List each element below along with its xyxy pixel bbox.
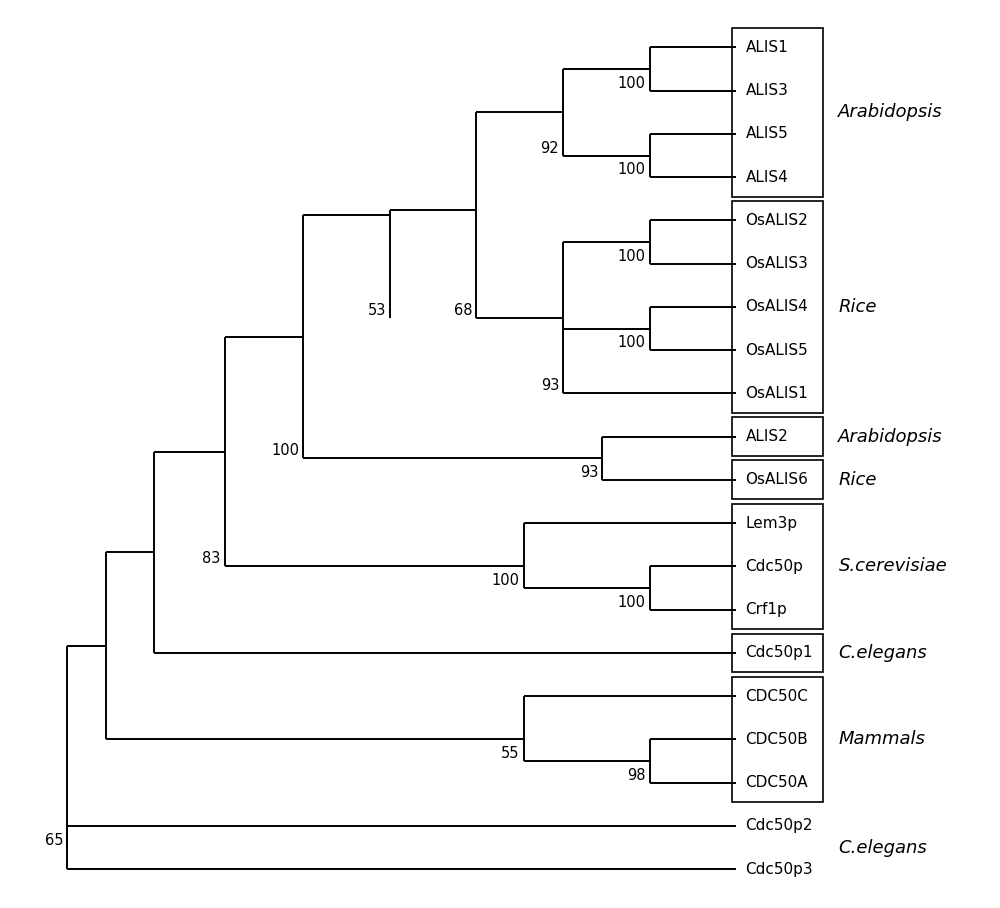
Text: 68: 68 [454, 302, 472, 318]
Text: CDC50A: CDC50A [746, 775, 808, 790]
Text: 100: 100 [492, 573, 520, 588]
Bar [732, 676, 823, 802]
Text: Cdc50p: Cdc50p [746, 559, 803, 574]
Text: 100: 100 [618, 249, 646, 263]
Text: Arabidopsis: Arabidopsis [838, 428, 943, 446]
Text: 100: 100 [618, 75, 646, 91]
Text: CDC50B: CDC50B [746, 732, 808, 747]
Text: Cdc50p2: Cdc50p2 [746, 818, 813, 834]
Text: OsALIS1: OsALIS1 [746, 386, 808, 401]
Text: 93: 93 [580, 465, 598, 480]
Text: 100: 100 [618, 335, 646, 350]
Bar [732, 634, 823, 673]
Text: Rice: Rice [838, 298, 877, 316]
Text: ALIS3: ALIS3 [746, 84, 788, 98]
Text: 100: 100 [271, 443, 299, 459]
Text: Lem3p: Lem3p [746, 516, 798, 530]
Text: Arabidopsis: Arabidopsis [838, 104, 943, 122]
Bar [732, 460, 823, 499]
Text: ALIS5: ALIS5 [746, 126, 788, 142]
Text: 53: 53 [368, 302, 386, 318]
Text: 100: 100 [618, 163, 646, 177]
Text: OsALIS6: OsALIS6 [746, 472, 808, 488]
Text: 83: 83 [202, 551, 221, 567]
Text: ALIS4: ALIS4 [746, 170, 788, 184]
Bar [732, 28, 823, 197]
Text: 100: 100 [618, 595, 646, 609]
Text: Crf1p: Crf1p [746, 602, 787, 617]
Text: 55: 55 [501, 746, 520, 761]
Text: 98: 98 [627, 768, 646, 783]
Bar [732, 201, 823, 413]
Text: 65: 65 [45, 833, 63, 847]
Text: ALIS2: ALIS2 [746, 429, 788, 444]
Bar [732, 418, 823, 456]
Text: 93: 93 [541, 379, 559, 393]
Text: ALIS1: ALIS1 [746, 40, 788, 54]
Text: C.elegans: C.elegans [838, 839, 927, 856]
Text: Cdc50p3: Cdc50p3 [746, 862, 813, 877]
Text: Rice: Rice [838, 471, 877, 489]
Text: OsALIS2: OsALIS2 [746, 213, 808, 228]
Text: 92: 92 [540, 141, 559, 155]
Text: Mammals: Mammals [838, 730, 925, 748]
Text: OsALIS3: OsALIS3 [746, 256, 808, 271]
Text: OsALIS4: OsALIS4 [746, 300, 808, 314]
Text: OsALIS5: OsALIS5 [746, 342, 808, 358]
Text: C.elegans: C.elegans [838, 644, 927, 662]
Bar [732, 504, 823, 629]
Text: CDC50C: CDC50C [746, 688, 808, 704]
Text: S.cerevisiae: S.cerevisiae [838, 558, 947, 576]
Text: Cdc50p1: Cdc50p1 [746, 646, 813, 660]
